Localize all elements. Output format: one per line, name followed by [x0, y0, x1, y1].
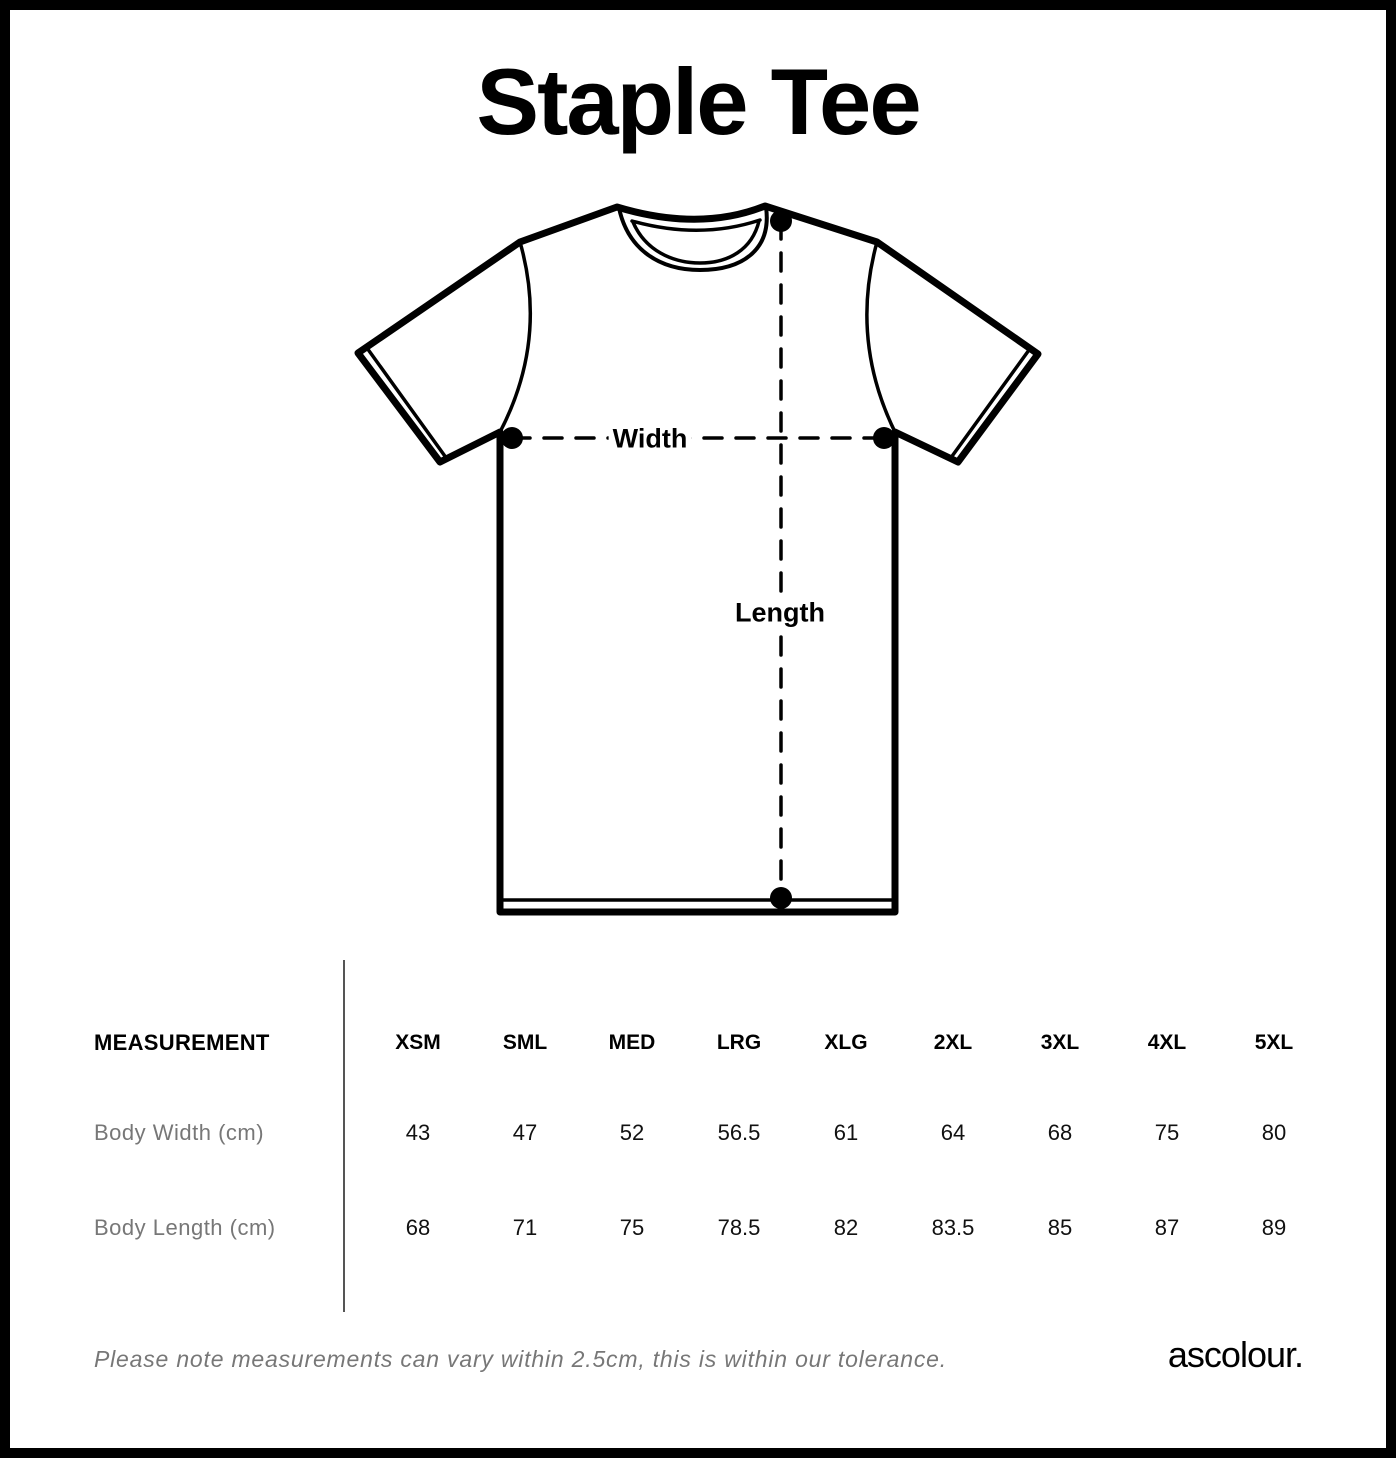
measurement-value: 83.5	[931, 1215, 975, 1240]
measurement-value: 64	[940, 1120, 966, 1145]
page-title: Staple Tee	[476, 49, 921, 154]
size-header: 5XL	[1254, 1031, 1294, 1054]
right-sleeve-seam	[865, 240, 897, 434]
measurement-value: 89	[1261, 1215, 1287, 1240]
length-label: Length	[731, 597, 829, 629]
measurement-value: 56.5	[717, 1120, 761, 1145]
right-cuff	[948, 348, 1031, 461]
size-header: 3XL	[1040, 1031, 1080, 1054]
measurement-value: 85	[1047, 1215, 1073, 1240]
collar-band	[630, 218, 762, 232]
measurement-value: 75	[1154, 1120, 1180, 1145]
size-header: XLG	[824, 1031, 868, 1054]
row-label: Body Length (cm)	[94, 1215, 276, 1240]
measurement-value: 68	[1047, 1120, 1073, 1145]
size-header: 4XL	[1147, 1031, 1187, 1054]
width-label: Width	[608, 423, 692, 455]
measurement-value: 68	[405, 1215, 431, 1240]
size-header: 2XL	[933, 1031, 973, 1054]
brand-logo: ascolour.	[1167, 1334, 1304, 1375]
size-header: XSM	[395, 1031, 441, 1054]
measurement-value: 71	[512, 1215, 538, 1240]
collar-inner	[631, 219, 761, 265]
measure-point	[770, 210, 792, 232]
measure-point	[501, 427, 523, 449]
collar-outer	[617, 205, 769, 272]
table-header-measurement: MEASUREMENT	[94, 1030, 270, 1055]
measurement-value: 87	[1154, 1215, 1180, 1240]
tshirt-diagram	[354, 202, 1042, 916]
measurement-value: 61	[833, 1120, 859, 1145]
table-divider	[343, 960, 345, 1312]
left-sleeve-seam	[498, 240, 532, 434]
measurement-value: 43	[405, 1120, 431, 1145]
measurement-value: 82	[833, 1215, 859, 1240]
size-header: SML	[502, 1031, 548, 1054]
measure-point	[770, 887, 792, 909]
measurement-value: 52	[619, 1120, 645, 1145]
measurement-value: 75	[619, 1215, 645, 1240]
measurement-value: 80	[1261, 1120, 1287, 1145]
size-header: LRG	[716, 1031, 762, 1054]
tolerance-note: Please note measurements can vary within…	[94, 1346, 947, 1372]
row-label: Body Width (cm)	[94, 1120, 265, 1145]
left-cuff	[365, 346, 449, 461]
measurement-value: 78.5	[717, 1215, 761, 1240]
size-header: MED	[608, 1031, 656, 1054]
tshirt-outline	[354, 202, 1042, 916]
measurement-value: 47	[512, 1120, 538, 1145]
measure-point	[873, 427, 895, 449]
